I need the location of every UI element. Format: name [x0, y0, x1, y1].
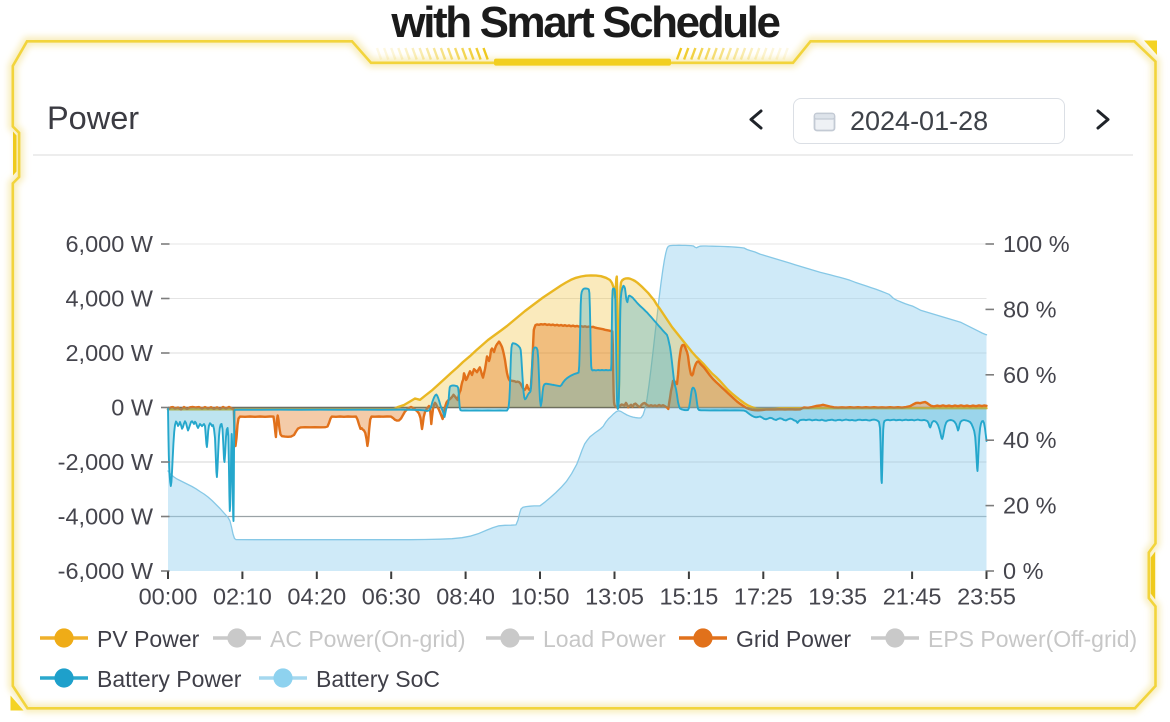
svg-text:PV Power: PV Power [97, 626, 200, 652]
svg-text:15:15: 15:15 [659, 584, 718, 610]
svg-text:0 %: 0 % [1003, 558, 1044, 584]
svg-text:02:10: 02:10 [213, 584, 272, 610]
svg-text:-6,000 W: -6,000 W [58, 558, 154, 584]
svg-text:40 %: 40 % [1003, 427, 1057, 453]
svg-text:AC Power(On-grid): AC Power(On-grid) [270, 626, 466, 652]
svg-text:-2,000 W: -2,000 W [58, 449, 154, 475]
svg-text:0 W: 0 W [111, 395, 154, 421]
svg-text:EPS Power(Off-grid): EPS Power(Off-grid) [928, 626, 1137, 652]
svg-text:20 %: 20 % [1003, 493, 1057, 519]
svg-text:23:55: 23:55 [957, 584, 1016, 610]
svg-text:13:05: 13:05 [585, 584, 644, 610]
svg-text:17:25: 17:25 [734, 584, 793, 610]
svg-text:04:20: 04:20 [287, 584, 346, 610]
svg-text:08:40: 08:40 [436, 584, 495, 610]
svg-text:19:35: 19:35 [808, 584, 867, 610]
svg-text:21:45: 21:45 [883, 584, 942, 610]
svg-text:6,000 W: 6,000 W [65, 231, 153, 257]
svg-text:100 %: 100 % [1003, 231, 1070, 257]
svg-text:60 %: 60 % [1003, 362, 1057, 388]
svg-text:-4,000 W: -4,000 W [58, 504, 154, 530]
svg-text:Battery Power: Battery Power [97, 666, 242, 692]
svg-text:Battery SoC: Battery SoC [316, 666, 440, 692]
svg-text:4,000 W: 4,000 W [65, 286, 153, 312]
svg-text:80 %: 80 % [1003, 296, 1057, 322]
svg-text:2,000 W: 2,000 W [65, 340, 153, 366]
svg-text:10:50: 10:50 [511, 584, 570, 610]
svg-text:Load Power: Load Power [543, 626, 666, 652]
svg-text:Grid Power: Grid Power [736, 626, 851, 652]
svg-text:06:30: 06:30 [362, 584, 421, 610]
svg-text:00:00: 00:00 [139, 584, 198, 610]
